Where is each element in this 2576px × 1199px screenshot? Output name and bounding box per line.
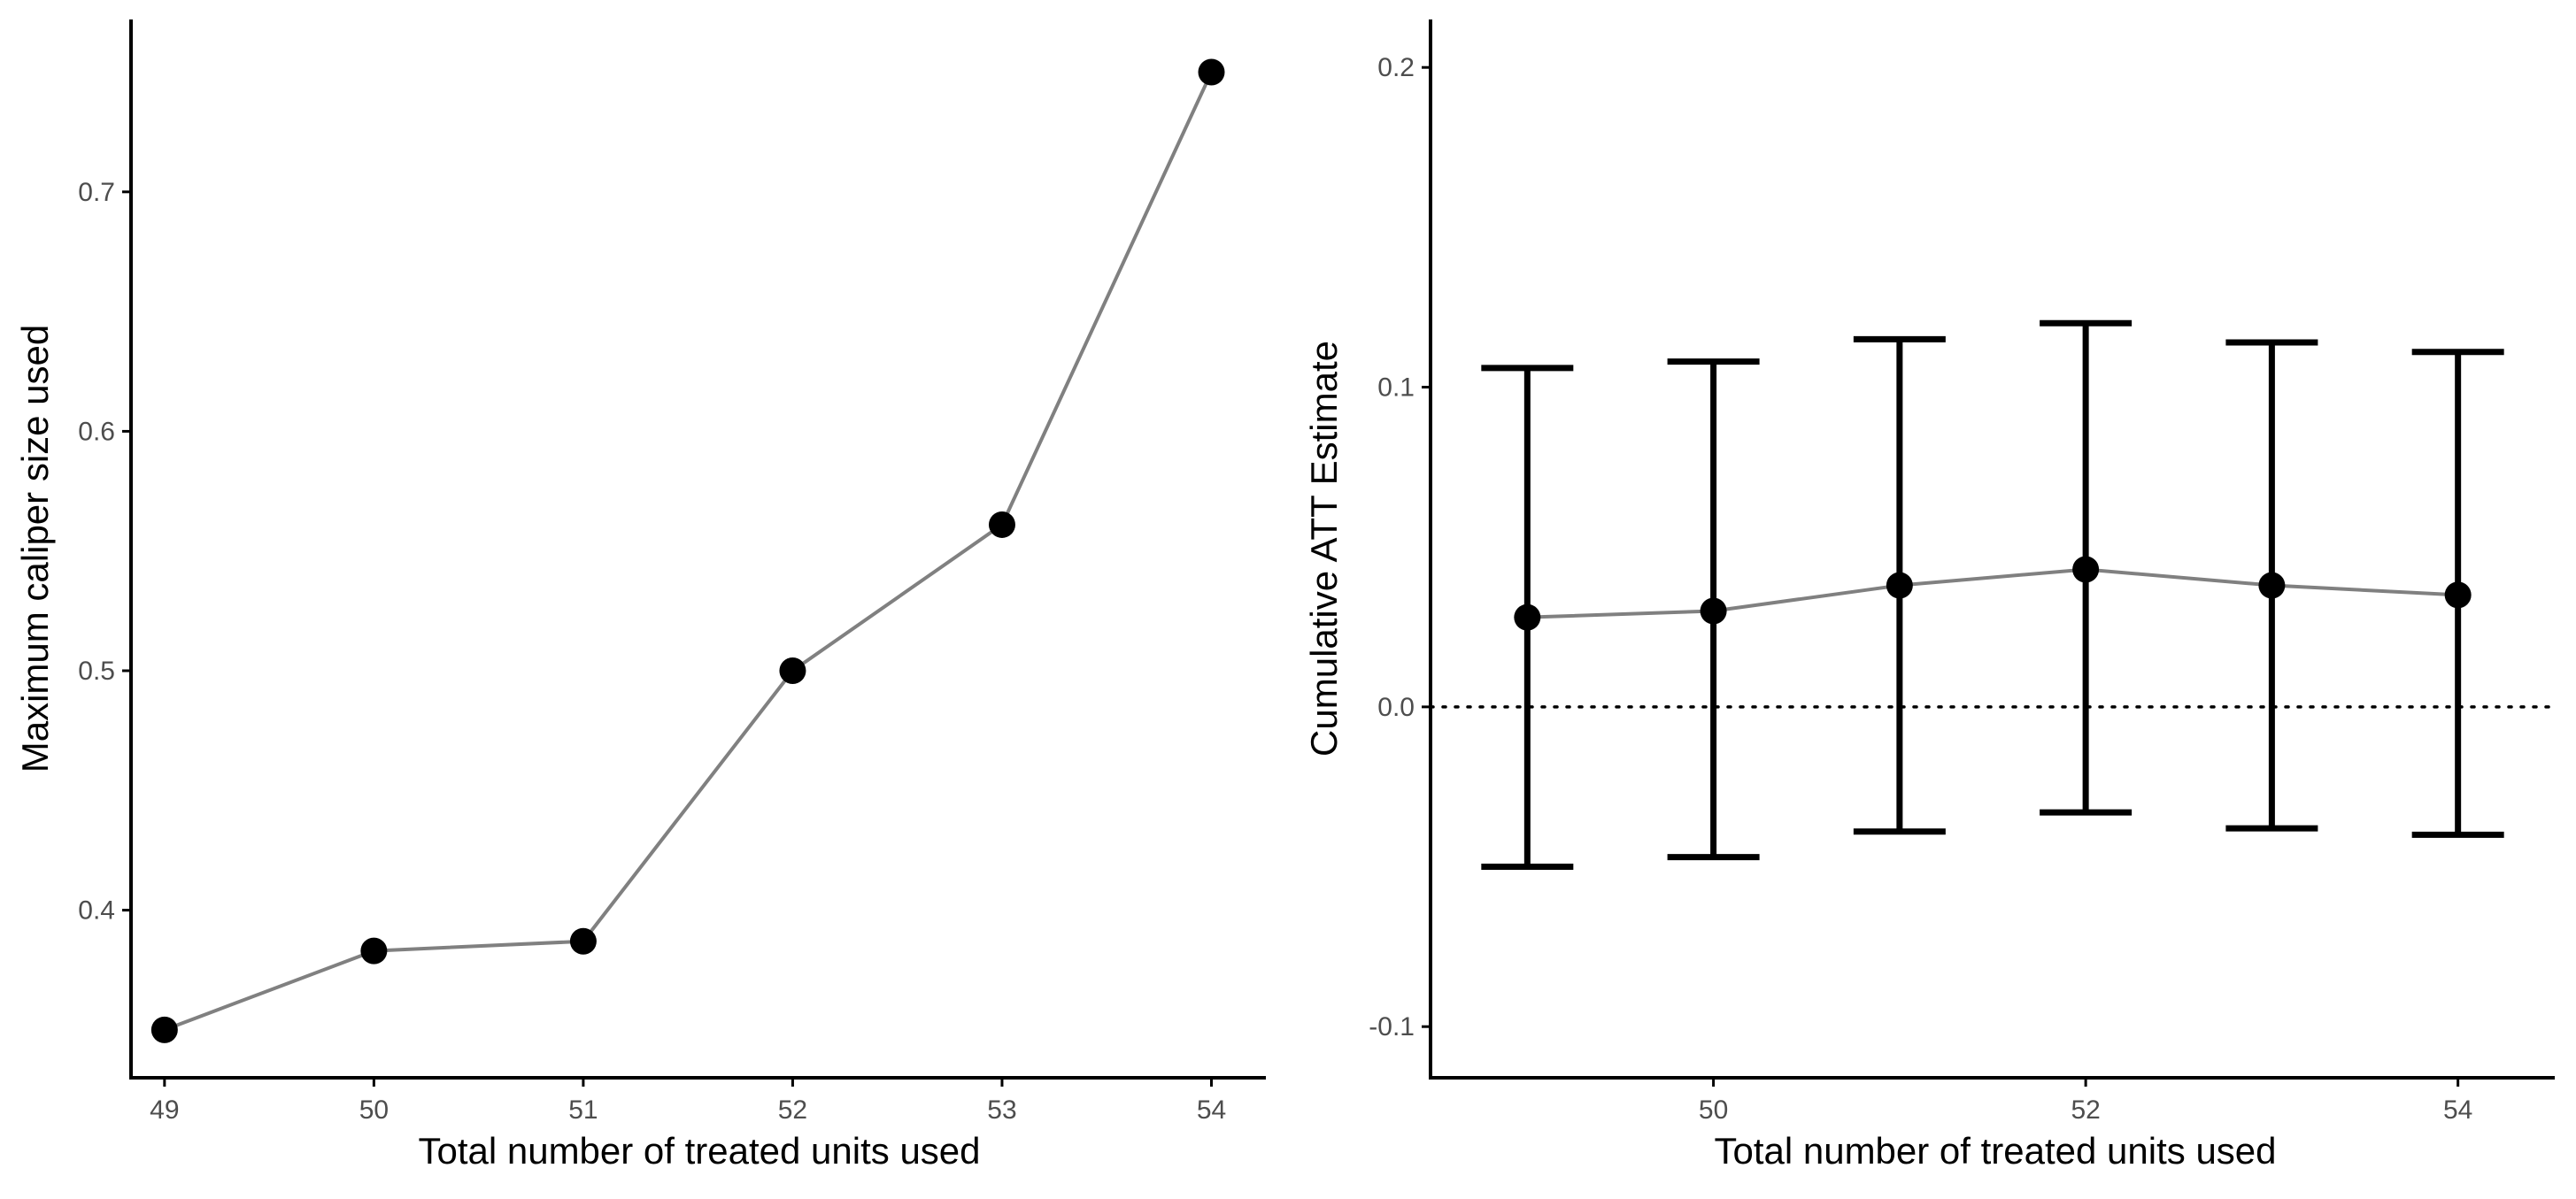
left-y-tick-label: 0.7	[78, 178, 115, 207]
left-panel: Total number of treated units used Maxim…	[14, 19, 1266, 1172]
right-data-point-49	[1514, 603, 1541, 631]
left-x-tick-label: 49	[150, 1095, 179, 1125]
right-y-tick-label: -0.1	[1369, 1012, 1415, 1041]
left-y-tick-label: 0.4	[78, 896, 115, 926]
left-x-tick-label: 52	[778, 1095, 807, 1125]
right-y-tick-label: 0.1	[1377, 373, 1415, 403]
right-y-tick-label: 0.2	[1377, 53, 1415, 82]
right-data-point-53	[2258, 572, 2286, 599]
right-x-tick-label: 54	[2443, 1095, 2472, 1125]
left-data-point-51	[569, 927, 597, 955]
right-x-tick-label: 50	[1699, 1095, 1728, 1125]
left-y-tick-label: 0.5	[78, 657, 115, 686]
left-series-line	[164, 71, 1214, 1032]
left-data-point-50	[360, 937, 388, 965]
right-data-point-54	[2444, 581, 2472, 609]
left-x-tick-label: 54	[1197, 1095, 1226, 1125]
right-x-axis-title: Total number of treated units used	[1714, 1130, 2276, 1172]
right-data-point-50	[1700, 597, 1727, 625]
left-data-point-53	[988, 511, 1015, 538]
left-x-tick-label: 51	[568, 1095, 598, 1125]
left-data-point-49	[150, 1016, 178, 1043]
left-x-axis-title: Total number of treated units used	[418, 1130, 980, 1172]
right-data-point-52	[2072, 556, 2100, 583]
right-series-line	[1527, 567, 2458, 619]
left-y-tick-label: 0.6	[78, 417, 115, 446]
right-y-tick-label: 0.0	[1377, 693, 1415, 722]
left-data-point-52	[779, 657, 806, 684]
right-panel: Total number of treated units used Cumul…	[1303, 19, 2557, 1172]
left-data-point-54	[1198, 58, 1225, 86]
left-x-tick-label: 53	[987, 1095, 1016, 1125]
right-x-tick-label: 52	[2071, 1095, 2100, 1125]
left-x-tick-label: 50	[359, 1095, 389, 1125]
right-y-axis-title: Cumulative ATT Estimate	[1303, 341, 1345, 757]
right-data-point-51	[1886, 572, 1913, 599]
left-y-axis-title: Maximum caliper size used	[14, 325, 56, 773]
